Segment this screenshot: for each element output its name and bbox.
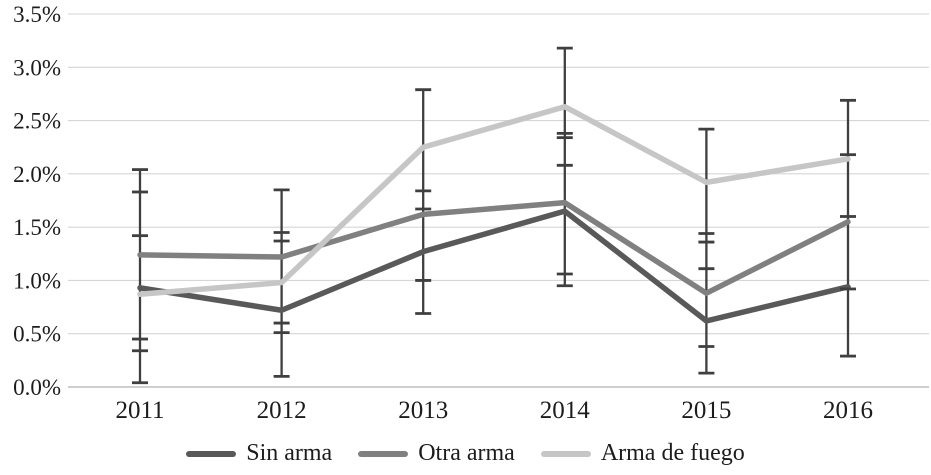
legend-label-sin-arma: Sin arma	[246, 440, 333, 466]
y-axis-tick-label: 2.0%	[13, 162, 61, 187]
y-axis-tick-label: 0.0%	[13, 375, 61, 400]
series-line-otra-arma	[137, 199, 851, 296]
legend-label-arma-de-fuego: Arma de fuego	[600, 440, 745, 466]
legend-label-otra-arma: Otra arma	[418, 440, 515, 466]
legend: Sin arma Otra arma Arma de fuego	[0, 440, 931, 467]
legend-swatch-sin-arma	[186, 450, 237, 457]
series-line-arma-de-fuego	[137, 103, 851, 298]
legend-swatch-otra-arma	[358, 450, 409, 457]
legend-item-otra-arma: Otra arma	[358, 440, 515, 467]
y-axis-tick-label: 2.5%	[13, 109, 61, 134]
legend-item-sin-arma: Sin arma	[186, 440, 332, 467]
series-line-sin-arma	[137, 208, 851, 324]
x-axis-tick-label: 2013	[398, 397, 448, 424]
x-axis-tick-label: 2015	[681, 397, 731, 424]
y-axis-tick-label: 1.5%	[13, 215, 61, 240]
y-axis-tick-label: 3.5%	[13, 2, 61, 27]
x-axis-tick-label: 2014	[540, 397, 591, 424]
x-axis-tick-label: 2011	[115, 397, 164, 424]
y-axis-tick-label: 0.5%	[13, 322, 61, 347]
legend-swatch-arma-de-fuego	[540, 450, 591, 457]
x-axis-tick-label: 2012	[257, 397, 307, 424]
y-axis-tick-label: 1.0%	[13, 268, 61, 293]
legend-item-arma-de-fuego: Arma de fuego	[540, 440, 745, 467]
y-axis-tick-label: 3.0%	[13, 55, 61, 80]
x-axis-tick-label: 2016	[823, 397, 873, 424]
